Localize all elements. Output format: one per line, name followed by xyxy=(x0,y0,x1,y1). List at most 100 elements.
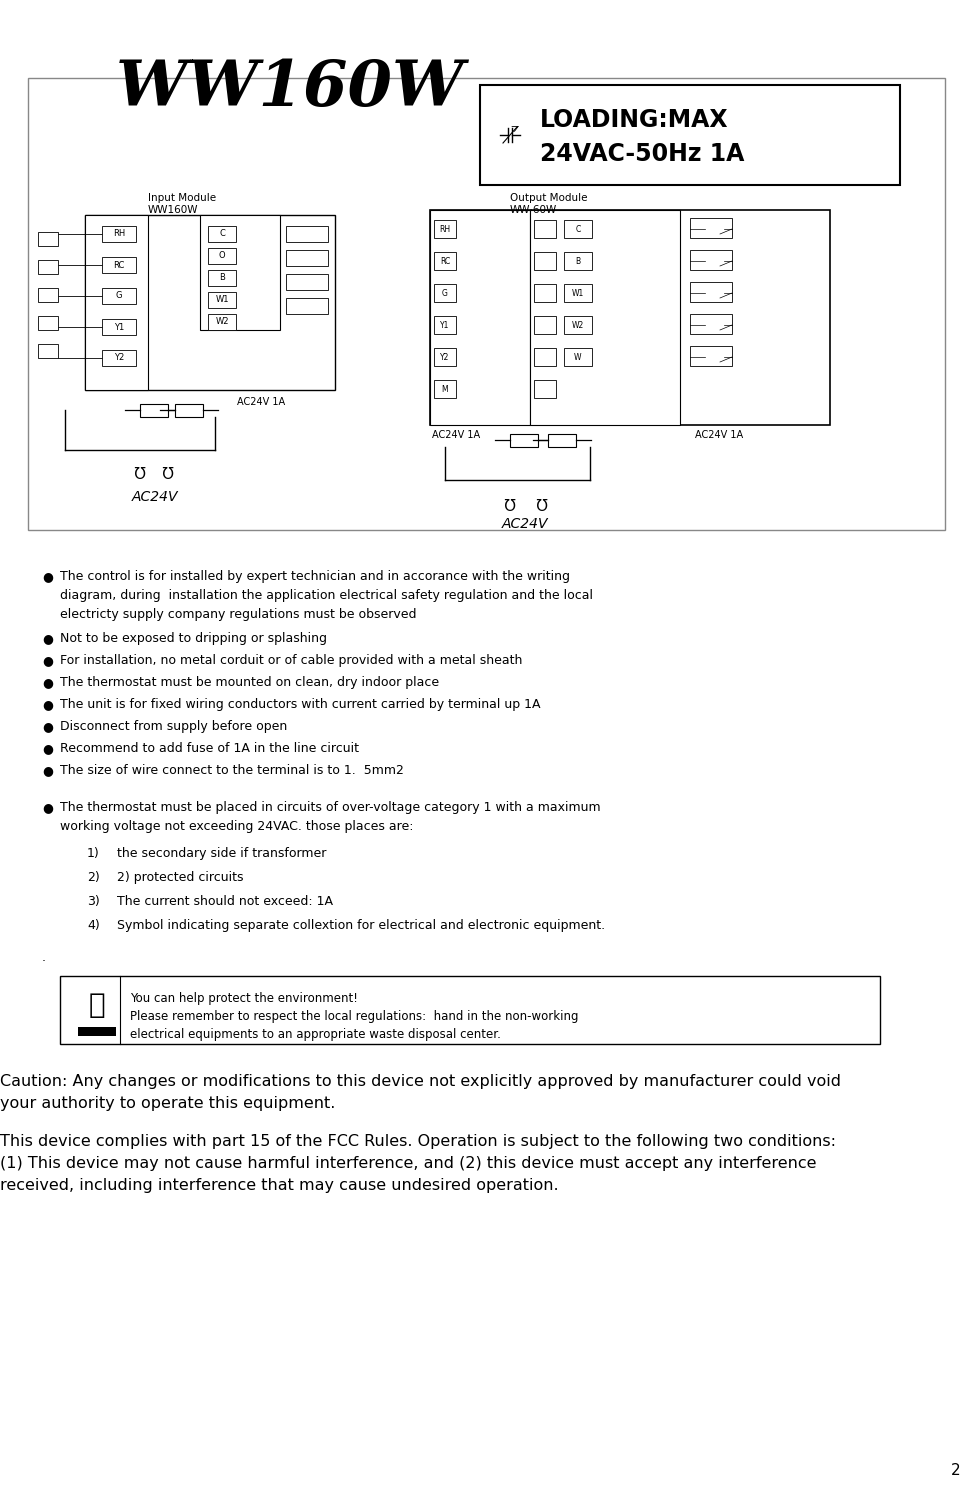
Text: Y2: Y2 xyxy=(440,352,450,362)
Bar xyxy=(102,320,136,334)
Bar xyxy=(175,404,203,417)
Bar xyxy=(534,380,556,398)
Bar xyxy=(102,288,136,304)
Text: ●: ● xyxy=(42,801,53,814)
Text: 4): 4) xyxy=(87,920,99,932)
Bar xyxy=(208,270,236,286)
Text: ●: ● xyxy=(42,570,53,584)
Text: .: . xyxy=(42,951,46,964)
Text: (1) This device may not cause harmful interference, and (2) this device must acc: (1) This device may not cause harmful in… xyxy=(0,1156,816,1172)
Text: ⛔: ⛔ xyxy=(89,992,105,1018)
Bar xyxy=(434,252,456,270)
Text: ●: ● xyxy=(42,632,53,645)
Text: W: W xyxy=(575,352,581,362)
Bar xyxy=(38,288,58,302)
Bar xyxy=(434,220,456,238)
Text: RH: RH xyxy=(113,230,125,238)
Bar xyxy=(534,252,556,270)
Text: ●: ● xyxy=(42,764,53,777)
Text: electricty supply company regulations must be observed: electricty supply company regulations mu… xyxy=(60,608,417,621)
Bar xyxy=(430,210,830,424)
Bar xyxy=(286,274,328,290)
Bar xyxy=(690,251,732,270)
Bar xyxy=(564,284,592,302)
Bar xyxy=(434,380,456,398)
Text: W2: W2 xyxy=(215,318,229,327)
Text: W1: W1 xyxy=(572,288,584,297)
Text: C: C xyxy=(219,230,225,238)
Text: C: C xyxy=(576,225,581,234)
Text: Not to be exposed to dripping or splashing: Not to be exposed to dripping or splashi… xyxy=(60,632,327,645)
Text: Ω: Ω xyxy=(505,494,516,508)
Text: ●: ● xyxy=(42,698,53,711)
Text: diagram, during  installation the application electrical safety regulation and t: diagram, during installation the applica… xyxy=(60,590,593,602)
Bar xyxy=(208,226,236,242)
Text: ●: ● xyxy=(42,742,53,754)
Bar xyxy=(38,316,58,330)
Text: Y2: Y2 xyxy=(114,354,124,363)
Text: 24VAC-50Hz 1A: 24VAC-50Hz 1A xyxy=(540,142,744,166)
Text: WW160W: WW160W xyxy=(116,58,465,120)
Bar xyxy=(28,78,945,530)
Text: G: G xyxy=(442,288,448,297)
Bar xyxy=(548,433,576,447)
Text: Y1: Y1 xyxy=(114,322,124,332)
Bar xyxy=(534,316,556,334)
Bar xyxy=(38,232,58,246)
Text: working voltage not exceeding 24VAC. those places are:: working voltage not exceeding 24VAC. tho… xyxy=(60,821,414,833)
Text: 2): 2) xyxy=(87,871,99,883)
Text: The thermostat must be mounted on clean, dry indoor place: The thermostat must be mounted on clean,… xyxy=(60,676,439,688)
Text: Y1: Y1 xyxy=(440,321,450,330)
Text: AC24V 1A: AC24V 1A xyxy=(432,430,480,439)
Bar xyxy=(85,214,148,390)
Text: ●: ● xyxy=(42,720,53,734)
Text: AC24V 1A: AC24V 1A xyxy=(237,398,285,406)
Text: 1): 1) xyxy=(87,847,99,859)
Bar xyxy=(286,226,328,242)
Bar xyxy=(480,86,900,184)
Text: The size of wire connect to the terminal is to 1.  5mm2: The size of wire connect to the terminal… xyxy=(60,764,404,777)
Text: AC24V: AC24V xyxy=(502,518,548,531)
Text: B: B xyxy=(219,273,225,282)
Text: The unit is for fixed wiring conductors with current carried by terminal up 1A: The unit is for fixed wiring conductors … xyxy=(60,698,541,711)
Text: M: M xyxy=(441,384,448,393)
Text: received, including interference that may cause undesired operation.: received, including interference that ma… xyxy=(0,1178,559,1192)
Text: B: B xyxy=(576,256,581,265)
Text: 2: 2 xyxy=(951,1462,960,1478)
Text: Ω: Ω xyxy=(134,462,146,477)
Bar xyxy=(85,214,335,390)
Bar xyxy=(530,210,680,424)
Bar xyxy=(534,220,556,238)
Bar xyxy=(38,344,58,358)
Bar xyxy=(564,252,592,270)
Text: WW160W: WW160W xyxy=(148,206,199,214)
Bar xyxy=(102,256,136,273)
Text: AC24V 1A: AC24V 1A xyxy=(695,430,743,439)
Text: ●: ● xyxy=(42,676,53,688)
Bar xyxy=(434,284,456,302)
Bar xyxy=(430,210,530,424)
Bar xyxy=(60,976,880,1044)
Text: Disconnect from supply before open: Disconnect from supply before open xyxy=(60,720,287,734)
Text: AC24V: AC24V xyxy=(131,490,178,504)
Bar xyxy=(208,292,236,308)
Bar xyxy=(286,251,328,266)
Bar xyxy=(534,348,556,366)
Text: The control is for installed by expert technician and in accorance with the writ: The control is for installed by expert t… xyxy=(60,570,570,584)
Text: Recommend to add fuse of 1A in the line circuit: Recommend to add fuse of 1A in the line … xyxy=(60,742,359,754)
Text: For installation, no metal corduit or of cable provided with a metal sheath: For installation, no metal corduit or of… xyxy=(60,654,522,668)
Bar xyxy=(564,316,592,334)
Text: Input Module: Input Module xyxy=(148,194,216,202)
Text: Output Module: Output Module xyxy=(510,194,587,202)
Bar xyxy=(208,248,236,264)
Text: LOADING:MAX: LOADING:MAX xyxy=(540,108,729,132)
Bar xyxy=(534,284,556,302)
Text: WW·60W: WW·60W xyxy=(510,206,557,214)
Text: RC: RC xyxy=(440,256,450,265)
Bar xyxy=(564,348,592,366)
Text: The current should not exceed: 1A: The current should not exceed: 1A xyxy=(117,896,333,908)
Bar xyxy=(434,348,456,366)
Bar xyxy=(140,404,168,417)
Text: Please remember to respect the local regulations:  hand in the non-working: Please remember to respect the local reg… xyxy=(130,1010,579,1023)
Text: W1: W1 xyxy=(215,296,229,304)
